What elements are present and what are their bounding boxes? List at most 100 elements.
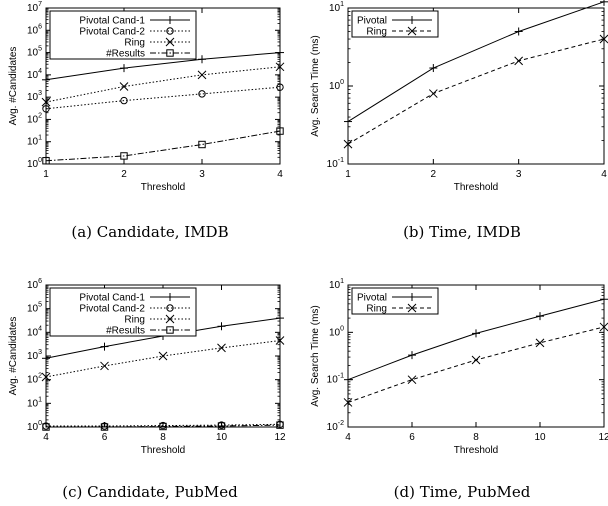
data-point bbox=[275, 62, 285, 72]
y-tick-label: 10-1 bbox=[327, 157, 344, 170]
data-point bbox=[198, 55, 206, 64]
y-tick-label: 106 bbox=[27, 278, 42, 291]
legend-marker bbox=[166, 326, 174, 334]
legend-marker bbox=[166, 49, 174, 57]
x-tick-label: 6 bbox=[102, 432, 108, 443]
data-point bbox=[198, 140, 206, 149]
data-point bbox=[536, 312, 544, 321]
data-point bbox=[198, 90, 206, 98]
data-point bbox=[514, 56, 524, 66]
data-point bbox=[276, 314, 284, 323]
data-point bbox=[276, 48, 284, 57]
x-tick-label: 2 bbox=[121, 169, 127, 180]
data-point bbox=[514, 27, 523, 36]
data-point bbox=[408, 351, 416, 360]
y-tick-label: 101 bbox=[329, 1, 344, 14]
data-point bbox=[471, 355, 481, 365]
y-tick-label: 102 bbox=[27, 373, 42, 386]
y-tick-label: 104 bbox=[27, 325, 42, 338]
data-point bbox=[276, 421, 284, 429]
chart-panel-2: 100 101 102 103 104 105 106 4 6 8 10 12 Threshold Avg… bbox=[8, 278, 286, 501]
y-axis-label: Avg. Search Time (ms) bbox=[310, 305, 321, 407]
x-tick-label: 1 bbox=[43, 169, 49, 180]
legend-label: Pivotal Cand-2 bbox=[79, 27, 145, 38]
x-tick-label: 3 bbox=[516, 169, 522, 180]
legend-label: Ring bbox=[366, 304, 387, 315]
x-tick-label: 10 bbox=[534, 432, 546, 443]
data-point bbox=[344, 375, 352, 384]
y-tick-label: 100 bbox=[329, 79, 344, 92]
legend-label: Pivotal bbox=[357, 293, 387, 304]
y-tick-label: 103 bbox=[27, 349, 42, 362]
legend-label: Ring bbox=[366, 27, 387, 38]
y-tick-label: 10-2 bbox=[327, 420, 344, 433]
x-axis-label: Threshold bbox=[454, 445, 498, 456]
data-point bbox=[42, 423, 50, 431]
data-point bbox=[197, 70, 207, 80]
data-point bbox=[41, 372, 51, 382]
data-point bbox=[158, 351, 168, 361]
plot-frame bbox=[45, 7, 281, 165]
y-tick-label: 100 bbox=[27, 157, 42, 170]
y-tick-label: 105 bbox=[27, 302, 42, 315]
chart-panel-0: 100 101 102 103 104 105 106 107 1 2 3 4 Threshold Avg… bbox=[8, 1, 285, 241]
figure-caption: (c) Candidate, PubMed bbox=[62, 483, 238, 501]
legend-label: Pivotal Cand-1 bbox=[79, 16, 145, 27]
y-tick-label: 101 bbox=[27, 135, 42, 148]
data-point bbox=[428, 89, 438, 98]
legend-label: #Results bbox=[106, 326, 145, 337]
x-tick-label: 12 bbox=[274, 432, 286, 443]
data-point bbox=[599, 322, 608, 332]
data-point bbox=[276, 83, 284, 91]
y-axis-label: Avg. #Candidates bbox=[8, 47, 19, 126]
series-line-1 bbox=[347, 38, 605, 145]
legend-label: #Results bbox=[106, 49, 145, 60]
data-point bbox=[41, 97, 51, 107]
x-tick-label: 12 bbox=[598, 432, 608, 443]
data-point bbox=[276, 127, 284, 135]
series-line-1 bbox=[46, 423, 281, 427]
y-axis-label: Avg. Search Time (ms) bbox=[310, 35, 321, 137]
figure-caption: (a) Candidate, IMDB bbox=[71, 223, 228, 241]
data-point bbox=[42, 354, 50, 363]
data-point bbox=[599, 34, 608, 44]
data-point bbox=[275, 336, 285, 345]
series-line-2 bbox=[45, 66, 281, 103]
legend-marker bbox=[166, 16, 174, 24]
x-tick-label: 8 bbox=[473, 432, 479, 443]
y-tick-label: 104 bbox=[27, 68, 42, 81]
data-point bbox=[217, 343, 226, 353]
series-line-2 bbox=[45, 340, 281, 378]
legend-label: Pivotal bbox=[357, 16, 387, 27]
data-point bbox=[535, 338, 545, 348]
chart-panel-3: 10-2 10-1 100 101 4 6 8 10 12 Threshold Avg. Searc… bbox=[310, 278, 608, 501]
figure-caption: (b) Time, IMDB bbox=[403, 223, 521, 241]
y-tick-label: 103 bbox=[27, 90, 42, 103]
x-tick-label: 8 bbox=[160, 432, 166, 443]
x-tick-label: 4 bbox=[345, 432, 351, 443]
series-line-0 bbox=[347, 1, 605, 122]
data-point bbox=[120, 64, 128, 73]
legend-marker bbox=[166, 304, 174, 312]
legend-label: Pivotal Cand-1 bbox=[79, 293, 145, 304]
y-tick-label: 102 bbox=[27, 112, 42, 125]
data-point bbox=[217, 422, 226, 430]
legend-label: Ring bbox=[124, 38, 145, 49]
series-line-3 bbox=[45, 130, 281, 162]
data-point bbox=[407, 375, 417, 385]
legend-marker bbox=[408, 16, 416, 24]
legend-marker bbox=[166, 27, 174, 35]
x-tick-label: 6 bbox=[409, 432, 415, 443]
x-tick-label: 4 bbox=[43, 432, 49, 443]
figure-caption: (d) Time, PubMed bbox=[394, 483, 531, 501]
y-tick-label: 100 bbox=[27, 420, 42, 433]
legend-marker bbox=[407, 303, 417, 313]
data-point bbox=[100, 361, 109, 371]
x-axis-label: Threshold bbox=[141, 445, 185, 456]
x-axis-label: Threshold bbox=[141, 182, 185, 193]
